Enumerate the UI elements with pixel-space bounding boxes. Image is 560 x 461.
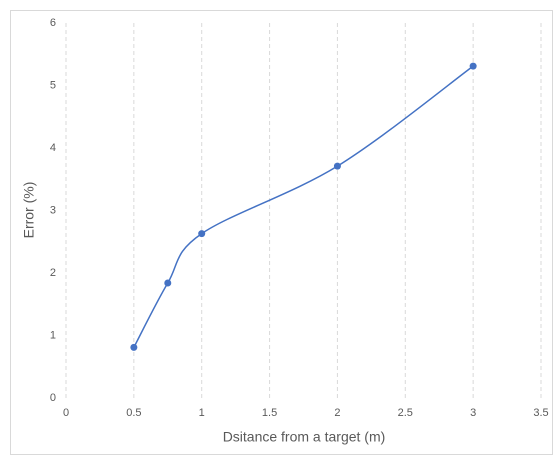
x-tick-label: 2: [334, 407, 340, 419]
y-tick-label: 0: [50, 392, 56, 404]
y-axis-title: Error (%): [21, 182, 37, 239]
x-axis-title: Dsitance from a target (m): [223, 429, 386, 445]
y-tick-label: 6: [50, 17, 56, 29]
series-line: [133, 65, 474, 348]
data-point: [130, 343, 138, 351]
chart-frame: [10, 10, 553, 455]
y-tick-label: 2: [50, 267, 56, 279]
x-tick-label: 0.5: [126, 407, 141, 419]
y-tick-label: 1: [50, 329, 56, 341]
y-tick-label: 3: [50, 204, 56, 216]
data-point: [164, 279, 172, 287]
x-tick-label: 1: [199, 407, 205, 419]
y-tick-label: 5: [50, 79, 56, 91]
x-tick-label: 3: [470, 407, 476, 419]
x-tick-label: 1.5: [262, 407, 277, 419]
data-point: [333, 162, 341, 170]
x-tick-label: 0: [63, 407, 69, 419]
data-point: [469, 62, 477, 70]
data-point: [198, 230, 206, 238]
y-tick-label: 4: [50, 142, 56, 154]
x-tick-label: 3.5: [533, 407, 548, 419]
x-tick-label: 2.5: [398, 407, 413, 419]
